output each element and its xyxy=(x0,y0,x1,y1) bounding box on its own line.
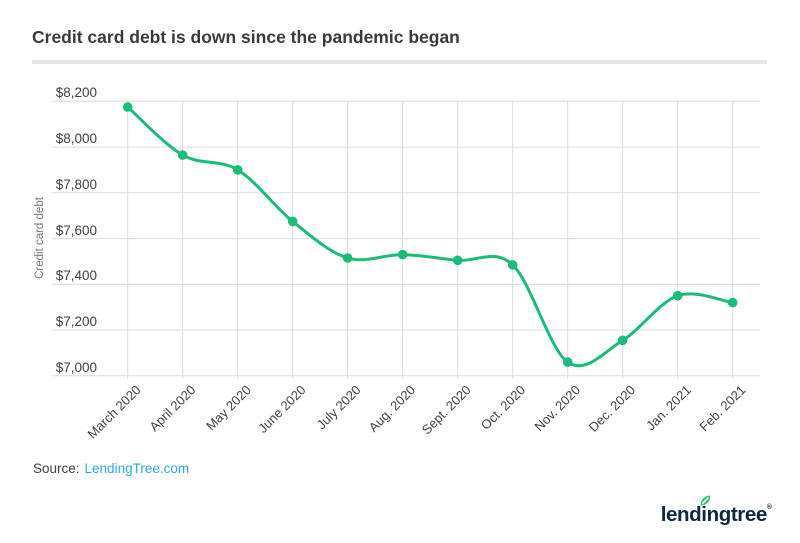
data-point-april-2020 xyxy=(177,150,188,160)
data-point-nov-2020 xyxy=(562,357,573,367)
title-divider xyxy=(32,60,767,64)
data-point-jan-2021 xyxy=(672,290,683,301)
data-point-oct-2020 xyxy=(507,260,518,270)
data-point-dec-2020 xyxy=(617,335,628,346)
y-tick-label: $7,000 xyxy=(55,359,97,375)
data-point-feb-2021 xyxy=(727,297,738,308)
source-label: Source: xyxy=(33,461,80,476)
data-point-march-2020 xyxy=(122,102,133,112)
y-tick-label: $8,200 xyxy=(55,85,97,101)
y-axis-title: Credit card debt xyxy=(34,197,46,279)
y-tick-label: $7,200 xyxy=(55,314,97,330)
data-point-aug-2020 xyxy=(397,249,408,260)
y-tick-label: $7,600 xyxy=(55,222,97,238)
data-point-july-2020 xyxy=(342,253,353,263)
data-point-june-2020 xyxy=(287,216,298,227)
source-link[interactable]: LendingTree.com xyxy=(84,461,190,476)
source-line: Source: LendingTree.com xyxy=(33,461,189,476)
trend-line xyxy=(126,105,735,368)
y-tick-label: $7,800 xyxy=(55,176,97,192)
y-tick-label: $7,400 xyxy=(55,268,97,284)
data-point-may-2020 xyxy=(232,165,243,175)
registered-mark: ® xyxy=(766,504,772,511)
chart-title: Credit card debt is down since the pande… xyxy=(32,27,460,47)
lendingtree-logo: lendingtree® xyxy=(660,495,772,531)
data-point-sept-2020 xyxy=(452,255,463,266)
y-tick-label: $8,000 xyxy=(55,131,97,147)
logo-wordmark: lendingtree xyxy=(660,503,767,526)
leaf-icon xyxy=(698,493,713,513)
